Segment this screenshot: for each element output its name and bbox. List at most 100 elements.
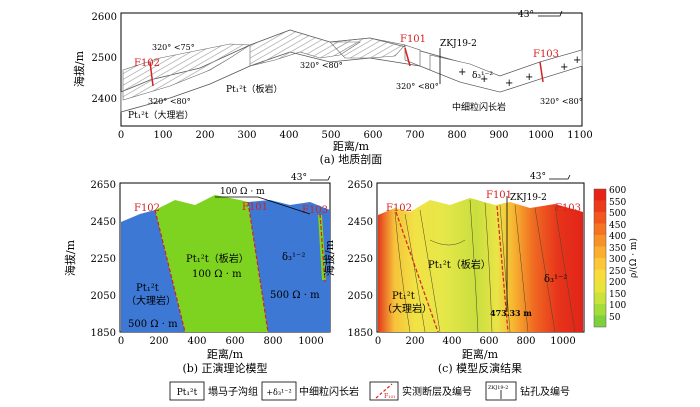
ylabel-c: 海拔/m [322,239,336,276]
ytick-a: 2500 [92,53,117,64]
colorbar-swatch [594,292,606,304]
panel-b: F102 F101 F103 100 Ω · m Pt₁²t（板岩） 100 Ω… [63,173,331,375]
ytick-b: 2250 [91,254,116,265]
cross-symbol: + [573,55,581,66]
colorbar-swatch [594,246,606,258]
label-marble2-b: （大理岩） [126,294,176,307]
cross-symbol: + [505,78,513,89]
fault-f102-line [149,61,154,87]
label-zkj-a: ZKJ19-2 [440,39,477,49]
label-f101-c: F101 [486,190,512,201]
label-f101-a: F101 [400,34,426,45]
colorbar-tick: 350 [609,244,626,254]
xtick-a: 800 [447,130,466,141]
colorbar-tick: 400 [609,232,626,242]
fault-f103-line [539,61,544,83]
colorbar-swatch [594,223,606,235]
cross-symbol: + [480,74,488,85]
xtick-b: 400 [187,336,206,347]
ytick-a: 2400 [92,94,117,105]
inversion-field [378,198,583,332]
panel-b-yticks: 2650 2450 2250 2050 1850 [91,180,116,339]
colorbar: 600 550 500 450 400 350 300 250 200 150 … [593,186,639,328]
xtick-b: 200 [149,336,168,347]
label-grano-b: δ₃¹⁻² [282,252,305,263]
label-marble-c: Pt₁²t [392,291,415,302]
xtick-a: 100 [153,130,172,141]
xtick-a: 400 [279,130,298,141]
caption-a: (a) 地质剖面 [320,152,383,166]
legend-label-diorite: 中细粒闪长岩 [299,385,359,398]
colorbar-swatch [594,304,606,316]
label-f103-c: F103 [555,203,581,214]
label-slate-a: Pt₁²t（板岩） [226,83,283,95]
xtick-a: 1000 [528,130,553,141]
panel-a-frame [120,12,583,127]
colorbar-swatch [594,269,606,281]
xlabel-b: 距离/m [207,347,244,361]
colorbar-tick: 100 [609,301,626,311]
xtick-c: 400 [442,336,461,347]
label-slate-c: Pt₁²t（板岩） [428,258,491,271]
legend-sym-formation: Pt₁²t [177,388,198,398]
legend-sym-fault: F₁₀₁ [384,393,395,400]
xlabel-c: 距离/m [462,347,499,361]
label-grano-a: 中细粒闪长岩 [452,101,506,113]
label-f102-a: F102 [134,58,160,69]
colorbar-tick: 300 [609,255,626,265]
fault-f101-b [247,201,269,333]
ytick-a: 2600 [92,12,117,23]
colorbar-frame [593,188,607,328]
caption-b: (b) 正演理论模型 [182,361,267,375]
north-angle-c: 43° [530,172,546,182]
label-f103-a: F103 [533,49,559,60]
label-f103-b: F103 [302,205,328,216]
legend-label-formation: 塌马子沟组 [208,385,258,398]
cross-symbol: + [560,62,568,73]
ytick-b: 1850 [91,328,116,339]
cross-symbol: + [458,67,466,78]
caption-c: (c) 模型反演结果 [438,361,522,375]
xtick-c: 1000 [550,336,575,347]
label-slate-res-b: 100 Ω · m [192,269,242,280]
cross-symbol: + [525,72,533,83]
xtick-c: 0 [375,336,381,347]
colorbar-swatch [594,212,606,224]
xtick-a: 1100 [567,130,592,141]
panel-b-xticks: 0 200 400 600 800 1000 [118,336,324,347]
colorbar-tick: 500 [609,209,626,219]
colorbar-tick: 250 [609,267,626,277]
colorbar-swatch [594,281,606,293]
xtick-a: 300 [237,130,256,141]
slate-block-b [155,195,268,332]
dip-label-5: 320° <80° [540,97,583,106]
marble-band-1 [122,43,251,101]
leader-line-b [215,196,311,215]
ytick-b: 2650 [91,180,116,191]
label-grano-c: δ₃¹⁻² [544,274,567,285]
label-top-res-b: 100 Ω · m [220,187,265,197]
panel-a-yticks: 2600 2500 2400 [92,12,117,105]
xtick-a: 200 [195,130,214,141]
legend-swatch-diorite [261,381,297,401]
legend-sym-diorite: +δ₃¹⁻² [266,388,291,397]
marble-band-3 [329,37,406,59]
xtick-a: 900 [489,130,508,141]
granodiorite-block-b [248,200,330,332]
xtick-a: 500 [321,130,340,141]
ytick-c: 2450 [348,217,373,228]
xtick-c: 600 [479,336,498,347]
xtick-c: 200 [405,336,424,347]
ylabel-a: 海拔/m [72,50,86,87]
xtick-b: 800 [263,336,282,347]
colorbar-swatch [594,235,606,247]
label-grano-res-b: 500 Ω · m [270,290,320,301]
colorbar-swatch [594,258,606,270]
colorbar-tick: 450 [609,221,626,231]
ytick-c: 1850 [348,328,373,339]
colorbar-label: ρ/(Ω · m) [628,238,639,278]
legend-label-fault: 实测断层及编号 [402,385,472,398]
ytick-b: 2050 [91,291,116,302]
colorbar-tick: 150 [609,290,626,300]
